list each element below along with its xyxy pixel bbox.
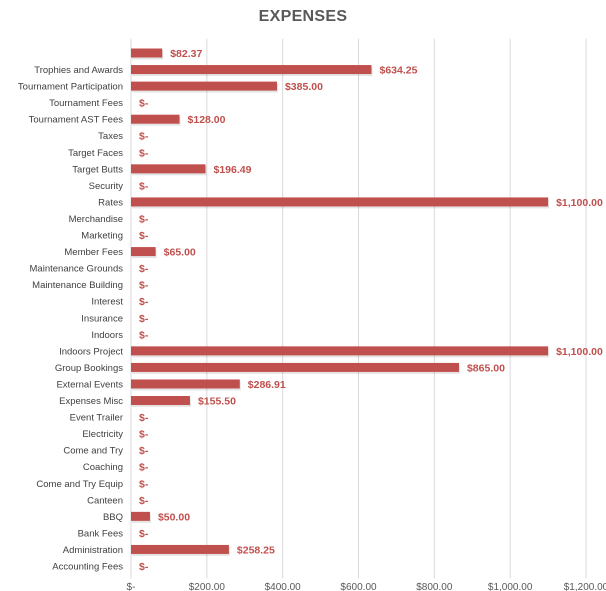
data-label: $65.00 (164, 247, 196, 259)
category-label: Interest (91, 297, 123, 308)
bar (131, 197, 549, 207)
data-label: $286.91 (248, 379, 286, 391)
category-label: Tournament AST Fees (29, 115, 124, 126)
category-label: Target Faces (68, 148, 123, 159)
category-label: Merchandise (69, 214, 123, 225)
bar (131, 379, 240, 389)
bar (131, 247, 156, 257)
x-tick-label: $200.00 (189, 582, 226, 591)
data-label: $50.00 (158, 511, 190, 523)
data-label: $- (139, 462, 149, 474)
category-label: Marketing (81, 231, 123, 242)
category-label: Electricity (82, 429, 123, 440)
category-label: Group Bookings (55, 363, 123, 374)
category-label: Canteen (87, 495, 123, 506)
x-tick-label: $1,200.00 (564, 582, 606, 591)
bar (131, 346, 549, 356)
data-label: $258.25 (237, 544, 275, 556)
bar (131, 81, 277, 91)
data-label: $- (139, 429, 149, 441)
data-label: $- (139, 445, 149, 457)
data-label: $82.37 (170, 48, 202, 60)
bar (131, 362, 459, 372)
bar (131, 48, 163, 58)
category-label: Insurance (81, 313, 123, 324)
category-label: Accounting Fees (52, 562, 123, 573)
category-label: Target Butts (72, 164, 123, 175)
data-label: $- (139, 478, 149, 490)
data-label: $196.49 (214, 164, 252, 176)
data-label: $1,100.00 (556, 346, 603, 358)
category-label: Event Trailer (70, 413, 123, 424)
category-label: Member Fees (64, 247, 123, 258)
data-label: $- (139, 561, 149, 573)
data-label: $- (139, 263, 149, 275)
data-label: $634.25 (379, 65, 417, 77)
data-label: $- (139, 98, 149, 110)
x-tick-label: $- (127, 582, 136, 591)
x-tick-label: $400.00 (265, 582, 302, 591)
bar (131, 164, 206, 174)
category-label: Coaching (83, 462, 123, 473)
category-label: Tournament Fees (49, 98, 123, 109)
category-label: Come and Try (63, 446, 123, 457)
data-label: $- (139, 528, 149, 540)
category-label: Trophies and Awards (34, 65, 123, 76)
category-label: Come and Try Equip (36, 479, 123, 490)
category-label: Maintenance Building (32, 280, 123, 291)
chart-title: EXPENSES (258, 8, 348, 25)
data-label: $- (139, 131, 149, 143)
data-label: $1,100.00 (556, 197, 603, 209)
data-label: $- (139, 329, 149, 341)
category-label: Bank Fees (78, 528, 124, 539)
category-label: Rates (98, 197, 123, 208)
bar (131, 544, 229, 554)
category-label: External Events (56, 379, 123, 390)
category-label: BBQ (103, 512, 123, 523)
x-tick-label: $600.00 (340, 582, 377, 591)
category-label: Expenses Misc (59, 396, 123, 407)
data-label: $865.00 (467, 362, 505, 374)
bar (131, 114, 180, 124)
data-label: $- (139, 280, 149, 292)
category-label: Indoors Project (59, 346, 123, 357)
category-label: Taxes (98, 131, 123, 142)
data-label: $128.00 (188, 114, 226, 126)
data-label: $- (139, 230, 149, 242)
data-label: $- (139, 213, 149, 225)
bar (131, 65, 372, 75)
data-label: $- (139, 296, 149, 308)
data-label: $- (139, 180, 149, 192)
data-label: $155.50 (198, 396, 236, 408)
category-label: Security (89, 181, 124, 192)
data-label: $- (139, 412, 149, 424)
category-label: Administration (63, 545, 123, 556)
category-label: Maintenance Grounds (30, 264, 124, 275)
x-tick-label: $800.00 (416, 582, 453, 591)
data-label: $385.00 (285, 81, 323, 93)
category-label: Tournament Participation (18, 82, 123, 93)
data-label: $- (139, 147, 149, 159)
category-label: Indoors (91, 330, 123, 341)
bar (131, 396, 190, 406)
data-label: $- (139, 313, 149, 325)
data-label: $- (139, 495, 149, 507)
bar (131, 511, 150, 521)
x-tick-label: $1,000.00 (488, 582, 533, 591)
